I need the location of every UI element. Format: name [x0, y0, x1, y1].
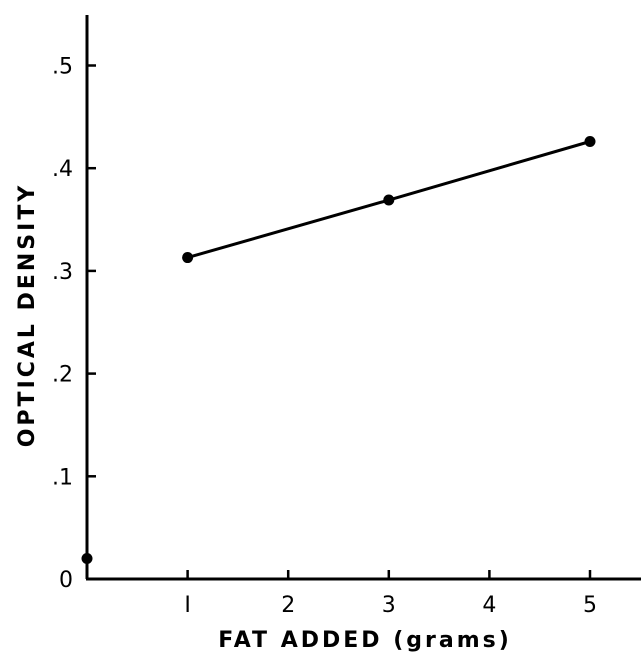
- x-axis-title: FAT ADDED (grams): [218, 628, 512, 653]
- x-tick-label-2: 2: [281, 593, 295, 618]
- y-tick-label-0-2: .2: [52, 363, 73, 388]
- y-axis-title: OPTICAL DENSITY: [15, 183, 40, 448]
- series-group: [81, 135, 596, 564]
- y-ticks: 0 .1 .2 .3 .4 .5: [52, 55, 96, 593]
- data-point-0: [81, 552, 93, 564]
- data-point-1: [182, 252, 194, 264]
- y-tick-label-0-3: .3: [52, 260, 73, 285]
- data-point-3: [584, 135, 596, 147]
- y-tick-label-0-1: .1: [52, 465, 73, 490]
- data-point-2: [383, 194, 395, 206]
- x-ticks: I 2 3 4 5: [184, 570, 597, 618]
- y-tick-label-0: 0: [59, 568, 73, 593]
- x-tick-label-1: I: [184, 593, 191, 618]
- y-tick-label-0-4: .4: [52, 157, 73, 182]
- x-tick-label-4: 4: [482, 593, 496, 618]
- y-tick-label-0-5: .5: [52, 55, 73, 80]
- x-tick-label-3: 3: [382, 593, 396, 618]
- x-tick-label-5: 5: [583, 593, 597, 618]
